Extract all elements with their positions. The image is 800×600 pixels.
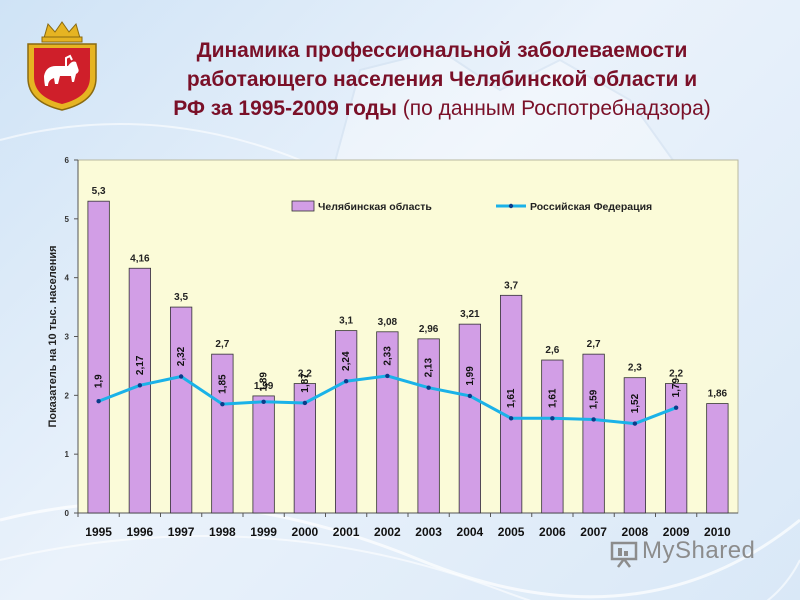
bar-value-label: 3,1 [339, 316, 353, 327]
rf-value-label: 2,33 [382, 346, 393, 366]
x-tick-label: 2009 [663, 525, 690, 539]
x-tick-label: 2000 [292, 525, 319, 539]
rf-value-label: 1,59 [589, 389, 600, 409]
y-tick-label: 6 [65, 156, 70, 165]
x-tick-label: 2001 [333, 525, 360, 539]
bar-2003 [417, 338, 440, 514]
slide-title: Динамика профессиональной заболеваемости… [112, 36, 772, 123]
rf-value-label: 1,85 [217, 374, 228, 394]
x-tick-label: 2007 [580, 525, 607, 539]
bar-value-label: 2,3 [628, 363, 642, 374]
title-source: (по данным Роспотребнадзора) [402, 97, 711, 120]
bar-2008 [623, 377, 647, 514]
bar-2005 [499, 294, 523, 514]
bar-value-label: 3,7 [504, 280, 518, 291]
bar-value-label: 3,21 [460, 309, 480, 320]
legend-label-rf: Российская Федерация [530, 201, 652, 213]
presentation-icon [610, 541, 638, 568]
title-line-3: РФ за 1995-2009 годы (по данным Роспотре… [112, 94, 772, 123]
bar-2007 [582, 353, 605, 514]
rf-point-1998 [220, 401, 225, 407]
rf-point-2001 [343, 379, 349, 384]
bar-value-label: 3,08 [378, 317, 398, 328]
y-tick-label: 3 [65, 333, 70, 342]
rf-point-2009 [673, 405, 679, 410]
rf-value-label: 1,99 [465, 366, 476, 386]
bar-value-label: 2,2 [298, 369, 312, 380]
rf-value-label: 1,61 [506, 388, 517, 408]
legend-label-chelyabinsk: Челябинская область [318, 201, 432, 213]
x-tick-label: 1996 [127, 525, 154, 539]
watermark-text: MyShared [642, 537, 756, 564]
y-tick-label: 0 [65, 509, 70, 518]
rf-value-label: 1,52 [630, 393, 641, 413]
bar-value-label: 3,5 [174, 292, 188, 303]
bar-value-label: 1,99 [254, 381, 274, 392]
bar-2010 [706, 403, 729, 514]
rf-value-label: 1,89 [259, 372, 270, 392]
x-tick-label: 2005 [498, 525, 525, 539]
x-tick-label: 1997 [168, 525, 195, 539]
y-tick-label: 4 [65, 274, 70, 283]
rf-point-1996 [137, 383, 143, 388]
bar-value-label: 2,6 [545, 345, 559, 356]
rf-point-2005 [508, 416, 514, 421]
rf-value-label: 1,79 [671, 378, 682, 398]
bar-2006 [541, 359, 564, 514]
x-tick-label: 2003 [415, 525, 442, 539]
bar-value-label: 4,16 [130, 253, 150, 264]
bar-value-label: 5,3 [92, 186, 106, 197]
y-tick-label: 2 [65, 391, 70, 400]
rf-value-label: 1,87 [300, 373, 311, 393]
rf-value-label: 2,17 [135, 355, 146, 375]
x-tick-label: 2002 [374, 525, 401, 539]
rf-value-label: 1,61 [547, 388, 558, 408]
x-tick-label: 1995 [85, 525, 112, 539]
bar-2004 [458, 323, 481, 514]
rf-point-2004 [467, 393, 473, 399]
legend-bar-swatch [291, 200, 315, 212]
title-line-3-main: РФ за 1995-2009 годы [173, 97, 397, 120]
rf-point-1995 [96, 399, 101, 404]
rf-value-label: 2,32 [176, 346, 187, 366]
bar-value-label: 2,7 [215, 339, 229, 350]
y-tick-label: 5 [65, 215, 70, 224]
bar-value-label: 2,7 [587, 339, 601, 350]
x-tick-label: 2010 [704, 525, 731, 539]
bar-1995 [87, 200, 110, 514]
rf-point-2007 [591, 417, 596, 422]
coat-of-arms-emblem [27, 21, 97, 111]
rf-value-label: 1,9 [94, 374, 105, 388]
bar-value-label: 2,2 [669, 369, 683, 380]
rf-point-2000 [302, 400, 308, 406]
rf-point-1997 [178, 374, 184, 379]
bar-2009 [665, 383, 688, 514]
x-tick-label: 2004 [457, 525, 484, 539]
rf-point-2002 [385, 373, 390, 379]
x-tick-label: 1998 [209, 525, 236, 539]
y-tick-label: 1 [65, 450, 70, 459]
rf-point-1999 [261, 399, 266, 405]
bar-1997 [169, 306, 193, 514]
bar-1999 [252, 395, 275, 514]
bar-2000 [293, 383, 316, 514]
x-tick-label: 1999 [250, 525, 277, 539]
rf-point-2008 [632, 421, 638, 426]
bar-value-label: 1,86 [708, 389, 728, 400]
bar-1996 [128, 267, 151, 514]
title-line-2: работающего населения Челябинской област… [186, 68, 698, 91]
bar-2001 [334, 330, 358, 514]
title-line-1: Динамика профессиональной заболеваемости [196, 39, 688, 62]
bar-value-label: 2,96 [419, 324, 439, 335]
x-tick-label: 2006 [539, 525, 566, 539]
x-tick-label: 2008 [622, 525, 649, 539]
bar-1998 [211, 353, 234, 514]
rf-point-2003 [426, 385, 431, 390]
rf-value-label: 2,24 [341, 351, 352, 371]
y-axis-label: Показатель на 10 тыс. населения [47, 245, 59, 427]
rf-point-2006 [550, 416, 555, 421]
rf-value-label: 2,13 [424, 358, 435, 378]
legend-line-marker [508, 203, 514, 209]
